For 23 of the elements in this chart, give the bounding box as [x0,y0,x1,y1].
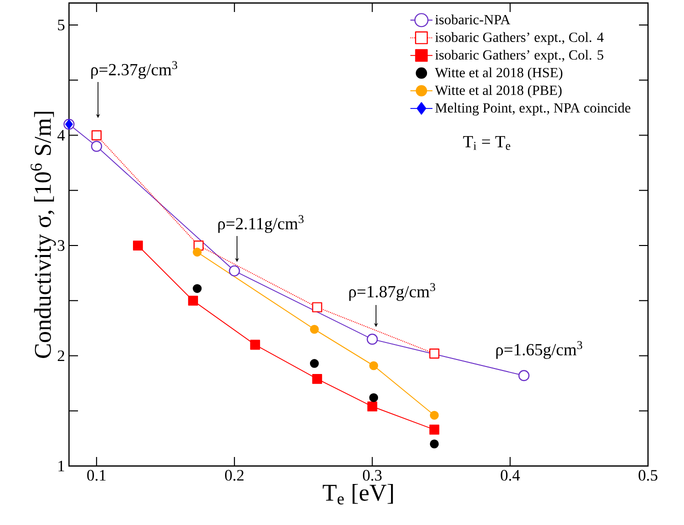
x-axis-title: T$_{e}$ [eV] [322,484,393,504]
annotation: ρ=2.11g/cm$^{3}$ [218,215,304,233]
legend-label: isobaric-NPA [435,14,510,24]
legend-label: isobaric Gathers’ expt., Col. 5 [435,50,604,62]
x-tick-label: 0.2 [225,470,244,481]
x-tick-label: 0.3 [362,470,382,481]
x-tick-label: 0.5 [638,470,658,481]
y-tick-label: 1 [58,460,64,472]
annotation: ρ=2.37g/cm$^{3}$ [91,61,178,79]
y-tick-label: 3 [58,240,64,251]
y-tick-label: 2 [58,350,64,362]
annotation: T$_{i}$ = T$_{e}$ [463,136,510,150]
legend-label: Witte et al 2018 (HSE) [434,67,562,80]
legend-label: Witte et al 2018 (PBE) [434,85,562,98]
y-tick-label: 4 [57,130,65,141]
annotation: ρ=1.65g/cm$^{3}$ [496,341,582,359]
x-tick-label: 0.1 [87,470,106,481]
y-tick-label: 5 [58,20,64,30]
y-axis-title: Conductivity σ, [10$^{6}$ S/m] [30,112,56,358]
annotation: ρ=1.87g/cm$^{3}$ [349,283,436,301]
legend-label: isobaric Gathers’ expt., Col. 4 [435,32,604,45]
legend-label: Melting Point, expt., NPA coincide [435,102,630,116]
x-tick-label: 0.4 [500,470,520,481]
